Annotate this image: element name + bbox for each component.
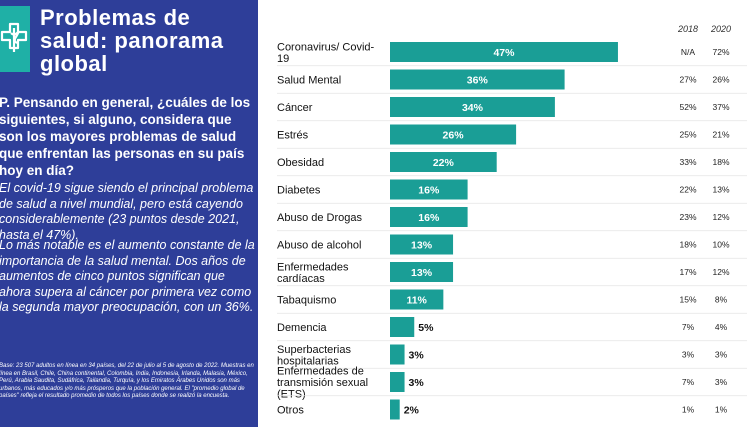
- comparison-value: 12%: [712, 267, 729, 277]
- logo: [0, 6, 30, 72]
- column-headers: 2018 2020: [677, 24, 731, 34]
- insight-text-1: El covid-19 sigue siendo el principal pr…: [0, 181, 254, 242]
- insight-text-2: Lo más notable es el aumento constante d…: [0, 238, 255, 315]
- medical-cross-icon: [0, 22, 28, 52]
- bar-value-label: 3%: [409, 377, 425, 389]
- category-label: Otros: [277, 405, 304, 417]
- bar-value-label: 13%: [411, 240, 433, 252]
- comparison-value: 17%: [679, 267, 696, 277]
- comparison-value: 26%: [712, 75, 729, 85]
- category-label: Abuso de alcohol: [277, 240, 361, 252]
- comparison-value: 1%: [715, 405, 728, 415]
- chart-row: Cáncer 34% 52% 37%: [277, 97, 747, 122]
- chart-row: Superbacterias hospitalarias 3% 3% 3%: [277, 344, 747, 369]
- bar: [390, 152, 497, 172]
- category-label: Enfermedades de transmisión sexual (ETS): [277, 366, 368, 401]
- comparison-value: 37%: [712, 102, 729, 112]
- comparison-value: 33%: [679, 157, 696, 167]
- category-label: Abuso de Drogas: [277, 212, 362, 224]
- column-header: 2018: [677, 24, 698, 34]
- bar: [390, 289, 444, 310]
- comparison-value: 52%: [679, 102, 696, 112]
- comparison-value: 8%: [715, 295, 728, 305]
- comparison-value: 27%: [679, 75, 696, 85]
- comparison-value: 13%: [712, 185, 729, 195]
- category-label: Estrés: [277, 130, 309, 142]
- category-label: Tabaquismo: [277, 295, 336, 307]
- chart-row: Salud Mental 36% 27% 26%: [277, 69, 747, 94]
- bar-chart: 2018 2020 Coronavirus/ Covid-19 47% N/A 72% S…: [277, 24, 747, 420]
- bar-value-label: 16%: [418, 212, 440, 224]
- chart-row: Enfermedades de transmisión sexual (ETS) 3%…: [277, 366, 747, 401]
- chart-row: Estrés 26% 25% 21%: [277, 124, 747, 149]
- bar-value-label: 5%: [418, 322, 434, 334]
- comparison-value: 25%: [679, 130, 696, 140]
- chart-row: Demencia 5% 7% 4%: [277, 317, 747, 342]
- comparison-value: 10%: [712, 240, 729, 250]
- bar-value-label: 22%: [433, 157, 455, 169]
- panel-title: Problemas de salud: panorama global: [40, 5, 224, 76]
- comparison-value: 22%: [679, 185, 696, 195]
- category-label: Cáncer: [277, 102, 313, 114]
- comparison-value: 3%: [715, 377, 728, 387]
- category-label: Salud Mental: [277, 75, 341, 87]
- bar: [390, 234, 454, 255]
- comparison-value: 21%: [712, 130, 729, 140]
- chart-row: Abuso de alcohol 13% 18% 10%: [277, 234, 747, 259]
- category-label: Enfermedades cardíacas: [277, 261, 349, 285]
- survey-question: P. Pensando en general, ¿cuáles de los s…: [0, 95, 251, 178]
- chart-rows: Coronavirus/ Covid-19 47% N/A 72% Salud Ment…: [277, 41, 747, 420]
- chart-row: Enfermedades cardíacas 13% 17% 12%: [277, 261, 747, 287]
- category-label: Demencia: [277, 322, 327, 334]
- comparison-value: 18%: [712, 157, 729, 167]
- chart-row: Coronavirus/ Covid-19 47% N/A 72%: [277, 41, 747, 67]
- chart-row: Otros 2% 1% 1%: [277, 399, 728, 420]
- bar-value-label: 3%: [409, 350, 425, 362]
- bar-value-label: 13%: [411, 267, 433, 279]
- chart-row: Diabetes 16% 22% 13%: [277, 179, 747, 204]
- category-label: Coronavirus/ Covid-19: [277, 41, 375, 65]
- bar-value-label: 26%: [443, 130, 465, 142]
- category-label: Diabetes: [277, 185, 321, 197]
- comparison-value: 1%: [682, 405, 695, 415]
- bar-value-label: 36%: [467, 75, 489, 87]
- bar-value-label: 2%: [404, 405, 420, 417]
- comparison-value: 4%: [715, 322, 728, 332]
- bar: [390, 372, 405, 392]
- comparison-value: 18%: [679, 240, 696, 250]
- bar-value-label: 34%: [462, 102, 484, 114]
- comparison-value: 3%: [682, 350, 695, 360]
- bar: [390, 317, 415, 337]
- bar: [390, 399, 400, 420]
- bar: [390, 97, 555, 117]
- comparison-value: N/A: [681, 47, 696, 57]
- comparison-value: 3%: [715, 350, 728, 360]
- category-label: Obesidad: [277, 157, 324, 169]
- footnote: Base: 23 507 adultos en línea en 34 país…: [0, 363, 254, 400]
- bar: [390, 124, 517, 145]
- comparison-value: 12%: [712, 212, 729, 222]
- bar-value-label: 11%: [406, 295, 427, 307]
- left-panel: Problemas de salud: panorama global P. P…: [0, 0, 258, 427]
- chart-row: Tabaquismo 11% 15% 8%: [277, 289, 747, 314]
- comparison-value: 72%: [712, 47, 729, 57]
- comparison-value: 15%: [679, 295, 696, 305]
- comparison-value: 23%: [679, 212, 696, 222]
- bar: [390, 207, 468, 227]
- bar-value-label: 47%: [493, 47, 515, 59]
- column-header: 2020: [710, 24, 731, 34]
- bar-value-label: 16%: [418, 185, 440, 197]
- bar: [390, 42, 618, 62]
- bar: [390, 69, 565, 90]
- bar: [390, 179, 468, 200]
- bar: [390, 344, 405, 365]
- comparison-value: 7%: [682, 377, 695, 387]
- chart-row: Abuso de Drogas 16% 23% 12%: [277, 207, 747, 232]
- bar: [390, 262, 454, 282]
- chart-row: Obesidad 22% 33% 18%: [277, 152, 747, 177]
- category-label: Superbacterias hospitalarias: [277, 344, 351, 368]
- comparison-value: 7%: [682, 322, 695, 332]
